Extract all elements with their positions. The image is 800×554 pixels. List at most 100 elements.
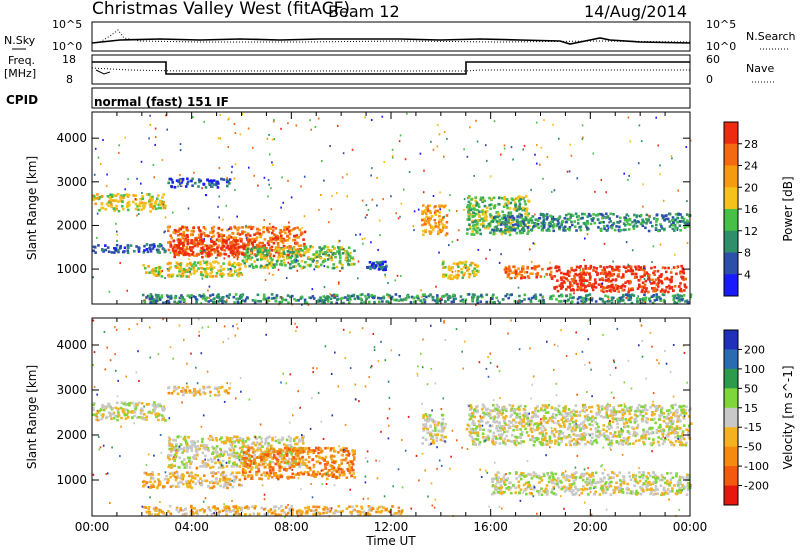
noise-search-series xyxy=(99,29,691,43)
velocity-region-0 xyxy=(92,401,167,422)
y-tick-label: 2000 xyxy=(56,218,87,232)
power-scatter-noise xyxy=(92,112,692,306)
date-label: 14/Aug/2014 xyxy=(584,2,687,21)
colorbar-segment xyxy=(724,349,738,370)
colorbar-tick-label: 15 xyxy=(744,402,758,415)
colorbar-tick-label: 28 xyxy=(744,138,758,151)
nave-top-tick: 60 xyxy=(706,53,720,66)
freq-top-tick: 18 xyxy=(62,53,76,66)
power-region-9 xyxy=(441,260,480,281)
colorbar-tick-label: 4 xyxy=(744,268,751,281)
x-tick-label: 08:00 xyxy=(274,520,309,534)
y-tick-label: 1000 xyxy=(56,473,87,487)
power-panel: 1000 2000 3000 4000 Slant Range [km] 4 8 12 16 20… xyxy=(25,111,795,306)
velocity-region-3 xyxy=(241,446,357,481)
noise-search-label: N.Search xyxy=(746,30,796,43)
power-region-13 xyxy=(553,264,688,294)
x-axis-label: Time UT xyxy=(365,534,416,548)
colorbar-tick-label: -100 xyxy=(744,460,769,473)
beam-label: Beam 12 xyxy=(328,2,400,21)
colorbar-tick-label: 100 xyxy=(744,363,765,376)
colorbar-segment xyxy=(724,446,738,467)
power-region-6 xyxy=(167,177,232,189)
power-region-7 xyxy=(366,260,388,272)
colorbar-tick-label: 200 xyxy=(744,343,765,356)
velocity-colorbar: 200 100 50 15 -15 -50 -100 -200 Velocity [m s^-1… xyxy=(723,329,795,506)
colorbar-tick-label: 20 xyxy=(744,181,758,194)
velocity-region-4 xyxy=(167,385,231,397)
velocity-region-2 xyxy=(141,471,245,490)
power-region-12 xyxy=(503,264,554,280)
x-tick-label: 20:00 xyxy=(573,520,608,534)
power-colorbar: 4 8 12 16 20 24 28 Power [dB] xyxy=(723,121,795,297)
colorbar-segment xyxy=(724,368,738,389)
x-tick-label: 12:00 xyxy=(374,520,409,534)
power-region-14 xyxy=(141,293,693,305)
freq-bottom-tick: 8 xyxy=(66,73,73,86)
power-region-0 xyxy=(92,192,167,213)
colorbar-segment xyxy=(724,209,738,232)
x-tick-label: 04:00 xyxy=(174,520,209,534)
colorbar-segment xyxy=(724,165,738,188)
colorbar-tick-label: 16 xyxy=(744,203,758,216)
frequency-series xyxy=(92,61,690,75)
velocity-panel: 1000 2000 3000 4000 Slant Range [km] 00:00 04:… xyxy=(25,317,795,548)
colorbar-label: Power [dB] xyxy=(781,176,795,241)
colorbar-segment xyxy=(724,407,738,428)
y-tick-label: 4000 xyxy=(56,338,87,352)
velocity-region-6 xyxy=(465,403,693,447)
y-tick-label: 3000 xyxy=(56,175,87,189)
noise-panel: N.Sky 10^5 10^0 10^5 10^0 N.Search xyxy=(4,18,796,53)
colorbar-segment xyxy=(724,252,738,275)
colorbar-segment xyxy=(724,122,738,145)
noise-left-bottom-tick: 10^0 xyxy=(52,40,82,53)
colorbar-tick-label: 24 xyxy=(744,160,758,173)
freq-label-line1: Freq. xyxy=(8,54,35,67)
power-region-8 xyxy=(420,204,449,237)
colorbar-tick-label: 8 xyxy=(744,247,751,260)
power-region-11 xyxy=(490,212,692,233)
velocity-region-5 xyxy=(421,413,448,446)
colorbar-segment xyxy=(724,230,738,253)
cpid-mode: normal (fast) 151 IF xyxy=(94,95,229,109)
colorbar-tick-label: -200 xyxy=(744,480,769,493)
y-tick-label: 3000 xyxy=(56,383,87,397)
colorbar-segment xyxy=(724,466,738,487)
colorbar-label: Velocity [m s^-1] xyxy=(781,365,795,469)
cpid-panel: CPID normal (fast) 151 IF xyxy=(6,87,691,109)
velocity-region-7 xyxy=(491,471,692,497)
noise-sky-series xyxy=(91,37,691,45)
colorbar-segment xyxy=(724,274,738,297)
noise-sky-label: N.Sky xyxy=(4,34,36,47)
y-tick-label: 2000 xyxy=(56,428,87,442)
frequency-panel: Freq. [MHz] 18 8 60 0 Nave xyxy=(4,53,776,86)
freq-label-line2: [MHz] xyxy=(4,67,36,80)
colorbar-segment xyxy=(724,143,738,166)
y-axis-label: Slant Range [km] xyxy=(25,365,39,469)
nave-label: Nave xyxy=(746,62,774,75)
cpid-label: CPID xyxy=(6,93,38,107)
nave-bottom-tick: 0 xyxy=(706,73,713,86)
colorbar-segment xyxy=(724,330,738,350)
y-tick-label: 4000 xyxy=(56,131,87,145)
colorbar-tick-label: -50 xyxy=(744,441,762,454)
x-tick-label: 00:00 xyxy=(75,520,110,534)
y-tick-label: 1000 xyxy=(56,262,87,276)
velocity-data-cells xyxy=(92,318,693,518)
site-title: Christmas Valley West (fitACF) xyxy=(92,0,350,19)
colorbar-segment xyxy=(724,388,738,409)
noise-right-bottom-tick: 10^0 xyxy=(706,40,736,53)
power-region-5 xyxy=(241,245,356,270)
y-axis-label: Slant Range [km] xyxy=(25,156,39,260)
power-region-3 xyxy=(172,238,257,257)
x-tick-label: 00:00 xyxy=(673,520,708,534)
power-region-1 xyxy=(92,243,167,255)
power-region-10 xyxy=(465,195,531,237)
noise-right-top-tick: 10^5 xyxy=(706,18,736,31)
colorbar-frame xyxy=(723,329,739,506)
x-tick-label: 16:00 xyxy=(473,520,508,534)
velocity-region-8 xyxy=(142,504,404,517)
power-region-4 xyxy=(142,260,244,279)
noise-left-top-tick: 10^5 xyxy=(52,18,82,31)
